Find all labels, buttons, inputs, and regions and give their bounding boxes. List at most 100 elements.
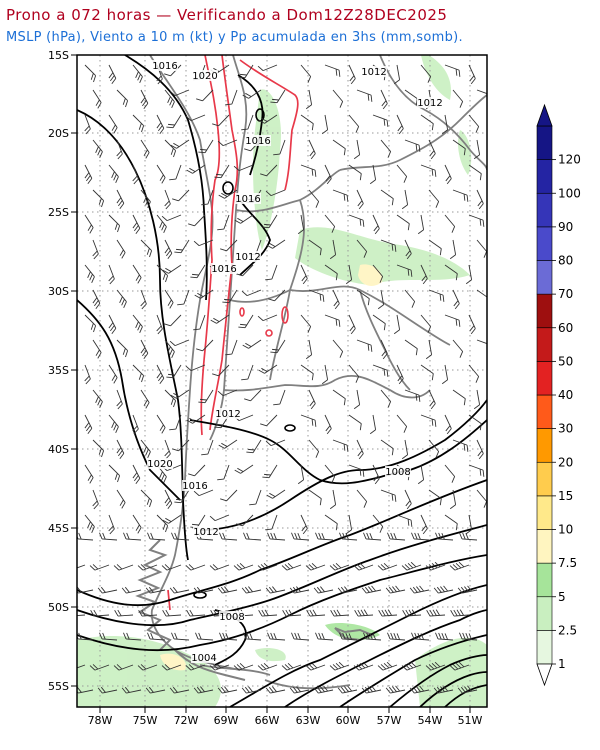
wind-barb (196, 339, 214, 352)
wind-barb (258, 114, 278, 124)
lon-label: 57W (377, 714, 402, 727)
isobar-label: 1016 (182, 481, 207, 492)
colorbar-segment (536, 562, 553, 598)
wind-barb (428, 489, 442, 506)
wind-barb (402, 609, 422, 617)
wind-barb (241, 289, 262, 297)
wind-barb (385, 685, 406, 694)
wind-barb (324, 64, 341, 77)
wind-barb (92, 339, 102, 359)
wind-barb (108, 214, 121, 233)
wind-barb (92, 439, 105, 458)
wind-barb (411, 632, 430, 641)
wind-barb (396, 164, 408, 183)
wind-barb (372, 464, 380, 485)
wind-barb (356, 339, 373, 352)
wind-barb (363, 532, 382, 541)
wind-barb (332, 439, 349, 452)
wind-barb (369, 414, 377, 435)
wind-barb (171, 532, 190, 541)
wind-barb (308, 489, 322, 506)
wind-barb (396, 214, 410, 231)
wind-barb (265, 586, 286, 594)
wind-barb (116, 389, 123, 410)
wind-barb (266, 239, 286, 249)
wind-barb (270, 89, 286, 104)
wind-barb (169, 339, 190, 347)
wind-barb (212, 114, 230, 127)
wind-barb (174, 239, 190, 254)
wind-barb (196, 89, 214, 102)
wind-barb (273, 389, 286, 406)
wind-barb (329, 563, 350, 571)
wind-barb (468, 414, 482, 431)
wind-barb (452, 289, 460, 310)
wind-barb (363, 632, 382, 641)
wind-barb (404, 389, 421, 402)
wind-barb (372, 114, 389, 127)
wind-barb (164, 289, 174, 309)
wind-barb (241, 114, 254, 131)
wind-barb (425, 561, 446, 571)
wind-barb (140, 89, 149, 110)
wind-barb (339, 532, 358, 541)
wind-barb (92, 289, 101, 310)
wind-barb (258, 609, 278, 617)
wind-barb (385, 585, 406, 594)
lat-label: 30S (48, 285, 69, 298)
wind-barb (401, 439, 409, 460)
wind-barb (145, 686, 166, 694)
wind-barb (164, 139, 177, 158)
isobar-label-bg (361, 66, 387, 77)
wind-barb (132, 164, 139, 185)
lon-label: 75W (133, 714, 158, 727)
wind-barb (356, 239, 368, 258)
wind-barb (425, 661, 446, 671)
wind-barb (356, 89, 373, 102)
axis-labels: 15S 20S 25S 30S 35S 40S 45S 50S 55S 78W 75W 72W 69W 6… (48, 49, 483, 727)
wind-barb (92, 189, 105, 208)
wind-barb (473, 139, 481, 160)
colorbar-segment (536, 428, 553, 463)
wind-barb (425, 339, 433, 360)
lon-label: 72W (174, 714, 199, 727)
wind-barb (401, 561, 422, 571)
isobar-label: 1008 (219, 612, 244, 623)
wind-barb (234, 464, 254, 474)
wind-barb (476, 189, 484, 210)
wind-barb (169, 414, 182, 431)
wind-barb (222, 289, 238, 304)
wind-barb (116, 239, 126, 259)
wind-barb (476, 239, 487, 258)
wind-barb (92, 89, 102, 109)
wind-barb (140, 339, 149, 360)
wind-barb (348, 64, 356, 85)
wind-barb (465, 514, 473, 535)
wind-barb (116, 339, 129, 358)
wind-barb (193, 489, 214, 497)
wind-barb (300, 414, 317, 427)
lon-label: 51W (458, 714, 483, 727)
wind-barb (260, 414, 278, 427)
wind-barb (409, 585, 430, 594)
wind-barb (468, 314, 476, 335)
wind-barb (401, 189, 409, 210)
wind-barb (380, 389, 392, 408)
wind-barb (238, 64, 254, 79)
wind-barb (114, 609, 134, 617)
colorbar-segment (536, 226, 553, 261)
wind-barb (132, 464, 141, 485)
colorbar-label: 70 (558, 287, 573, 301)
wind-barb (242, 339, 262, 349)
colorbar-segment (536, 529, 553, 564)
wind-barb (420, 314, 432, 333)
wind-barb (308, 239, 322, 256)
wind-barb (164, 189, 171, 210)
wind-barb (212, 364, 230, 377)
colorbar-label: 120 (558, 153, 581, 167)
wind-barb (387, 532, 406, 541)
wind-barb (291, 532, 310, 541)
wind-barb (321, 114, 329, 135)
wind-barb (444, 64, 461, 77)
wind-barb (380, 239, 397, 252)
